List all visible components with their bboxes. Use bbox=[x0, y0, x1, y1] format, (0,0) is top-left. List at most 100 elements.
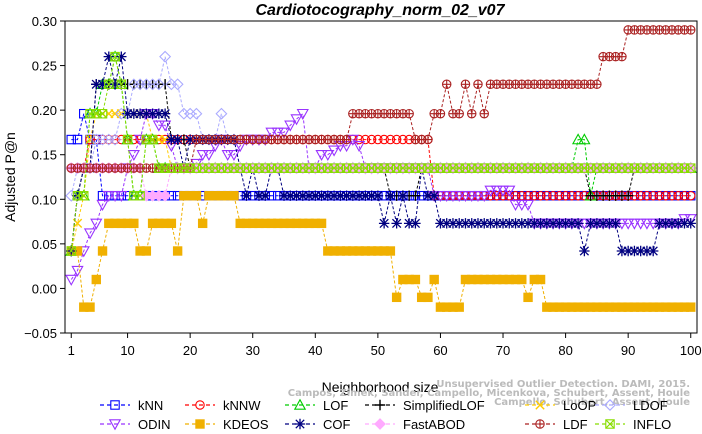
data-point bbox=[285, 190, 296, 201]
data-point bbox=[522, 218, 534, 229]
data-point bbox=[509, 199, 522, 211]
data-point bbox=[641, 245, 653, 257]
data-point bbox=[542, 190, 552, 201]
data-point bbox=[473, 79, 483, 90]
data-point bbox=[453, 190, 466, 203]
data-point bbox=[685, 25, 696, 35]
x-axis-label: Neighborhood size bbox=[322, 379, 439, 395]
data-point bbox=[391, 218, 402, 229]
x-tick-label: 80 bbox=[558, 343, 572, 358]
legend-label: FastABOD bbox=[403, 417, 465, 432]
data-point bbox=[166, 134, 177, 145]
data-point bbox=[221, 149, 234, 162]
data-point bbox=[685, 190, 696, 201]
y-tick-label: −0.05 bbox=[24, 326, 57, 341]
data-point bbox=[654, 190, 665, 201]
data-point bbox=[466, 218, 477, 229]
data-point bbox=[391, 134, 402, 145]
series-ldf bbox=[66, 25, 696, 173]
data-point bbox=[634, 218, 647, 230]
watermark-line: Campello, Schubert, Assent, Houle bbox=[494, 397, 690, 408]
data-point bbox=[398, 134, 408, 145]
legend-label: kNN bbox=[138, 398, 163, 413]
data-point bbox=[504, 218, 515, 229]
data-point bbox=[585, 218, 596, 229]
data-point bbox=[91, 79, 102, 90]
data-point bbox=[372, 190, 384, 201]
legend-item-cof: COF bbox=[285, 417, 351, 432]
chart-title: Cardiotocography_norm_02_v07 bbox=[256, 2, 506, 19]
legend-label: INFLO bbox=[633, 417, 671, 432]
watermark: Campello, Schubert, Assent, HouleCampos,… bbox=[288, 379, 690, 408]
legend-label: ODIN bbox=[138, 417, 171, 432]
data-point bbox=[471, 190, 485, 203]
data-point bbox=[153, 108, 165, 119]
data-point bbox=[578, 133, 591, 145]
data-point bbox=[604, 218, 615, 229]
data-point bbox=[352, 141, 366, 153]
legend-marker bbox=[535, 400, 545, 410]
data-point bbox=[215, 107, 228, 120]
series-line-cof bbox=[70, 56, 691, 252]
data-point bbox=[190, 107, 203, 120]
data-point bbox=[135, 190, 145, 201]
data-point bbox=[265, 127, 278, 139]
data-point bbox=[97, 108, 108, 119]
data-point bbox=[347, 190, 359, 201]
data-point bbox=[127, 149, 140, 162]
data-point bbox=[65, 274, 78, 286]
data-point bbox=[321, 149, 334, 162]
data-point bbox=[410, 218, 421, 229]
data-point bbox=[373, 134, 383, 145]
data-point bbox=[290, 114, 303, 126]
data-point bbox=[108, 190, 122, 203]
legend-label: kNNW bbox=[223, 398, 261, 413]
data-point bbox=[159, 189, 172, 202]
data-point bbox=[360, 190, 371, 201]
legend-item-knnw: kNNW bbox=[185, 398, 261, 413]
data-point bbox=[617, 51, 627, 62]
series-line-loop bbox=[70, 113, 691, 252]
legend-label: COF bbox=[323, 417, 351, 432]
data-point bbox=[172, 246, 183, 256]
data-point bbox=[91, 274, 101, 285]
data-point bbox=[260, 190, 271, 201]
legend-marker bbox=[374, 418, 386, 430]
data-point bbox=[496, 185, 510, 197]
data-point bbox=[554, 218, 565, 229]
data-point bbox=[227, 149, 241, 162]
data-point bbox=[241, 190, 252, 201]
data-point bbox=[535, 218, 546, 229]
data-point bbox=[385, 134, 396, 145]
data-point bbox=[490, 185, 503, 197]
data-point bbox=[666, 218, 678, 229]
x-tick-label: 90 bbox=[621, 343, 635, 358]
data-point bbox=[566, 218, 578, 229]
data-point bbox=[410, 190, 421, 201]
legend-item-lof: LOF bbox=[285, 398, 348, 413]
series-kdeos bbox=[66, 191, 696, 312]
data-point bbox=[79, 108, 89, 119]
data-point bbox=[196, 149, 209, 162]
legend-marker bbox=[604, 399, 616, 411]
data-point bbox=[484, 185, 497, 197]
data-point bbox=[673, 218, 684, 229]
data-point bbox=[96, 199, 109, 211]
data-point bbox=[660, 218, 671, 229]
data-point bbox=[72, 134, 83, 145]
data-point bbox=[66, 134, 77, 145]
data-point bbox=[90, 218, 103, 230]
legend-label: LDOF bbox=[633, 398, 668, 413]
data-point bbox=[141, 108, 152, 119]
data-point bbox=[685, 163, 696, 173]
data-point bbox=[191, 191, 202, 201]
data-point bbox=[202, 149, 216, 162]
y-axis-label: Adjusted P@n bbox=[2, 132, 18, 222]
data-point bbox=[635, 190, 646, 201]
x-tick-label: 100 bbox=[680, 343, 702, 358]
data-point bbox=[440, 190, 453, 203]
plot-area bbox=[65, 25, 697, 312]
data-point bbox=[498, 190, 508, 201]
data-point bbox=[122, 108, 133, 119]
